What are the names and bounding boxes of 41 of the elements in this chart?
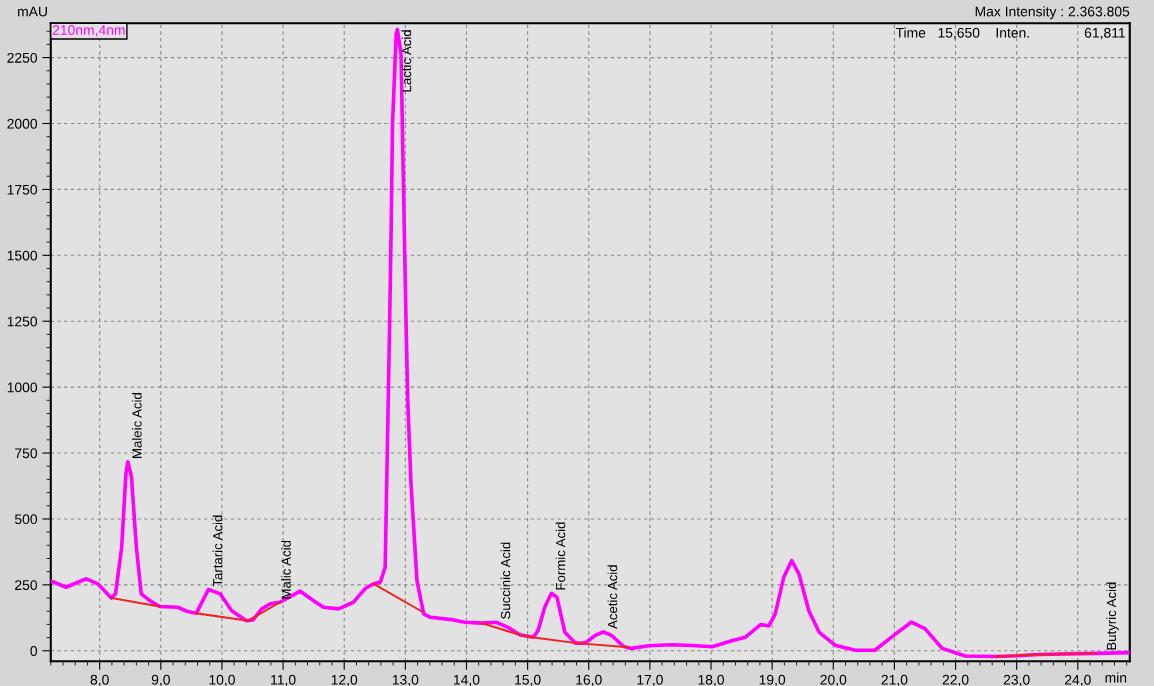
y-tick-label: 2250 bbox=[7, 52, 38, 63]
y-tick-label: 1000 bbox=[7, 382, 38, 393]
x-tick-label: 23,0 bbox=[1003, 674, 1030, 686]
y-tick-label: 1500 bbox=[7, 250, 38, 261]
x-tick-label: 12,0 bbox=[331, 674, 358, 686]
y-tick-label: 2000 bbox=[7, 118, 38, 129]
x-tick-label: 18,0 bbox=[698, 674, 724, 686]
y-tick-label: 1250 bbox=[7, 316, 38, 327]
x-tick-label: 20,0 bbox=[820, 674, 847, 686]
x-tick-label: 13,0 bbox=[392, 674, 419, 686]
x-tick-label: 19,0 bbox=[759, 674, 786, 686]
annotation: Tartaric Acid bbox=[212, 515, 223, 587]
y-tick-label: 500 bbox=[14, 514, 38, 525]
annotation: Acetic Acid bbox=[607, 565, 618, 629]
x-tick-label: 17,0 bbox=[637, 674, 663, 686]
line-series bbox=[50, 27, 1130, 659]
x-tick-label: 21,0 bbox=[881, 674, 908, 686]
annotation: Lactic Acid bbox=[401, 30, 412, 92]
annotation: Malic Acid bbox=[281, 540, 291, 599]
y-tick-label: 1750 bbox=[7, 184, 38, 195]
x-tick-label: 11,0 bbox=[271, 674, 296, 686]
annotation: Maleic Acid bbox=[131, 393, 142, 458]
x-tick-label: 14,0 bbox=[454, 674, 480, 686]
text: Max Intensity : 2.363.805 bbox=[975, 6, 1130, 20]
y-tick-label: 750 bbox=[15, 448, 38, 459]
x-tick-label: 16,0 bbox=[576, 674, 602, 686]
x-axis-title: min bbox=[1105, 672, 1127, 683]
y-tick-label: 0 bbox=[30, 646, 38, 656]
y-axis-title: mAU bbox=[18, 6, 47, 17]
x-tick-label: 24,0 bbox=[1064, 674, 1091, 686]
x-tick-label: 9,0 bbox=[151, 674, 170, 686]
x-tick-label: 10,0 bbox=[209, 674, 235, 686]
annotation: Butyric Acid bbox=[1106, 582, 1119, 650]
x-tick-label: 22,0 bbox=[942, 674, 969, 686]
text: 210nm,4nm bbox=[52, 25, 125, 37]
annotation: Succinic Acid bbox=[500, 542, 511, 619]
y-tick-label: 250 bbox=[15, 580, 38, 591]
annotation: Formic Acid bbox=[555, 522, 566, 590]
x-tick-label: 8,0 bbox=[90, 674, 109, 686]
x-tick-label: 15,0 bbox=[515, 674, 541, 686]
annotation: Time 15,650 Inten. 61,811 bbox=[895, 27, 1125, 40]
